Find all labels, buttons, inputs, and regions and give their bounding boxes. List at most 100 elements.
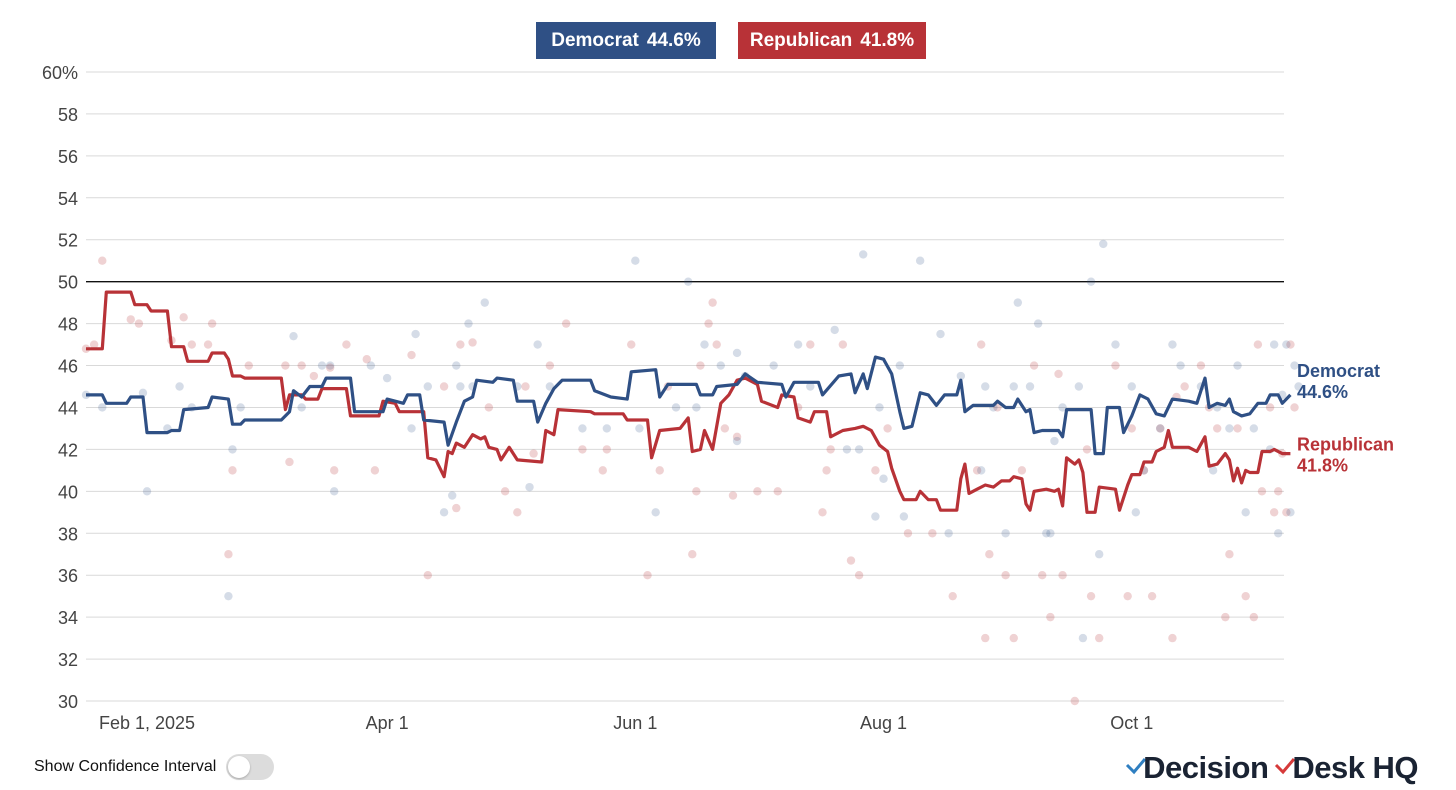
democrat-poll-point [423,382,433,391]
democrat-poll-point [981,382,990,391]
republican-poll-point [1054,369,1063,379]
republican-poll-point [838,340,848,349]
democrat-poll-point [456,382,465,391]
republican-poll-point [1196,361,1206,370]
republican-poll-point [1225,550,1234,559]
republican-poll-point [1029,361,1039,370]
republican-poll-point [655,466,664,475]
democrat-poll-point [1025,382,1035,391]
republican-poll-point [720,424,730,433]
democrat-poll-point [1058,403,1067,412]
republican-poll-point [1213,424,1222,433]
republican-poll-point [1290,403,1299,412]
y-tick-label: 54 [58,189,78,209]
x-tick-label: Aug 1 [860,713,907,733]
democrat-poll-point [842,445,852,454]
republican-poll-point [1221,612,1230,622]
y-tick-label: 40 [58,482,78,502]
republican-badge-name: Republican [749,29,853,51]
democrat-poll-point [224,591,233,601]
republican-poll-point [883,424,892,433]
republican-poll-point [484,403,494,412]
republican-poll-point [602,445,612,454]
republican-poll-point [362,355,371,364]
republican-poll-point [1111,361,1120,370]
republican-poll-point [1274,487,1283,496]
republican-poll-point [643,571,652,580]
democrat-poll-point [236,403,245,412]
republican-poll-point [826,445,835,454]
democrat-poll-point [142,487,152,496]
democrat-poll-point [692,403,701,412]
democrat-poll-point [480,298,489,307]
republican-poll-point [948,591,957,601]
democrat-poll-point [1286,508,1295,517]
decision-desk-hq-logo[interactable]: Decision Desk HQ [1125,748,1418,788]
republican-poll-point [297,361,306,370]
republican-poll-point [1123,591,1132,601]
y-tick-label: 60% [42,63,78,83]
republican-poll-point [976,340,986,349]
y-tick-label: 56 [58,147,78,167]
republican-poll-point [1082,445,1092,454]
republican-poll-point [712,340,721,349]
democrat-poll-point [1042,529,1051,538]
republican-poll-point [1257,487,1267,496]
democrat-poll-point [830,325,839,335]
republican-poll-point [846,556,856,565]
democrat-poll-point [228,445,237,454]
democrat-poll-point [317,361,327,370]
democrat-poll-point [289,331,298,341]
republican-poll-point [1094,633,1104,643]
democrat-poll-point [1078,633,1088,643]
republican-poll-point [704,319,713,328]
democrat-end-label-name: Democrat [1297,361,1380,381]
democrat-poll-point [899,512,909,521]
confidence-toggle-switch[interactable] [226,754,275,780]
democrat-poll-point [700,340,709,349]
republican-poll-point [871,466,880,475]
republican-poll-point [325,363,335,372]
republican-poll-point [1086,591,1096,601]
democrat-poll-point [1290,361,1299,370]
democrat-poll-point [854,445,864,454]
republican-poll-point [985,550,994,559]
democrat-poll-point [98,403,107,412]
republican-poll-point [423,571,433,580]
toggle-knob [228,756,251,778]
republican-poll-point [468,338,477,347]
republican-poll-point [1249,612,1259,622]
democrat-poll-point [895,361,905,370]
republican-poll-point [1286,340,1295,349]
democrat-poll-point [1176,361,1185,370]
democrat-poll-point [366,361,376,370]
republican-trend-line [86,290,1291,514]
republican-poll-point [696,361,705,370]
democrat-poll-point [1274,529,1283,538]
democrat-poll-point [1009,382,1018,391]
democrat-poll-point [330,487,339,496]
republican-poll-point [1046,612,1055,622]
republican-poll-point [1017,466,1027,475]
democrat-badge-value: 44.6% [646,29,701,51]
republican-poll-point [692,487,701,496]
democrat-poll-point [732,436,742,446]
democrat-poll-point [1249,424,1259,433]
x-axis-ticks: Feb 1, 2025 Apr 1 Jun 1 Aug 1 Oct 1 [99,713,1153,733]
y-tick-label: 44 [58,398,78,418]
republican-poll-point [728,491,738,500]
democrat-poll-point [976,466,986,475]
republican-poll-point [1241,591,1250,601]
democrat-poll-point [1269,340,1279,349]
democrat-poll-point [439,508,449,517]
republican-poll-point [981,633,990,643]
democrat-poll-point [1241,508,1250,517]
republican-badge: Republican 41.8% [738,22,926,59]
democrat-poll-point [793,340,803,349]
republican-poll-point [578,445,587,454]
republican-poll-points [81,256,1299,706]
democrat-poll-point [806,382,815,391]
republican-poll-point [407,350,416,360]
